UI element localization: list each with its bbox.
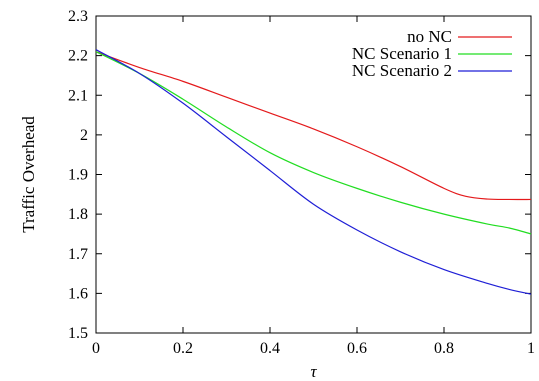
plot-border: [95, 15, 532, 334]
series-line-1: [95, 51, 532, 201]
x-tick-label: 1: [527, 340, 535, 357]
x-tick-label: 0: [92, 340, 100, 357]
y-tick-label: 1.7: [68, 246, 88, 263]
plot-frame: [95, 15, 532, 334]
x-tick-label: 0.2: [173, 340, 193, 357]
y-axis-title: Traffic Overhead: [19, 116, 38, 233]
legend-label-2: NC Scenario 1: [352, 44, 452, 63]
y-tick-label: 2.2: [68, 48, 88, 65]
series-line-2: [95, 51, 532, 235]
y-tick-label: 2.1: [68, 87, 88, 104]
x-tick-label: 0.6: [347, 340, 367, 357]
y-tick-label: 2.3: [68, 8, 88, 25]
axis-ticks: 0 0.2 0.4 0.6 0.8 1 1.5 1.6 1.7 1.8 1.9 2 2.1 2.2 2.3: [68, 8, 535, 357]
legend-label-1: no NC: [407, 27, 452, 46]
y-tick-label: 1.9: [68, 167, 88, 184]
series-line-3: [95, 49, 532, 295]
y-tick-label: 1.8: [68, 206, 88, 223]
legend-label-3: NC Scenario 2: [352, 61, 452, 80]
x-tick-label: 0.4: [260, 340, 280, 357]
y-tick-label: 1.5: [68, 325, 88, 342]
y-tick-label: 1.6: [68, 285, 88, 302]
y-tick-label: 2: [80, 127, 88, 144]
series-lines: [95, 49, 532, 295]
x-axis-title: τ: [310, 362, 317, 381]
x-tick-label: 0.8: [434, 340, 454, 357]
